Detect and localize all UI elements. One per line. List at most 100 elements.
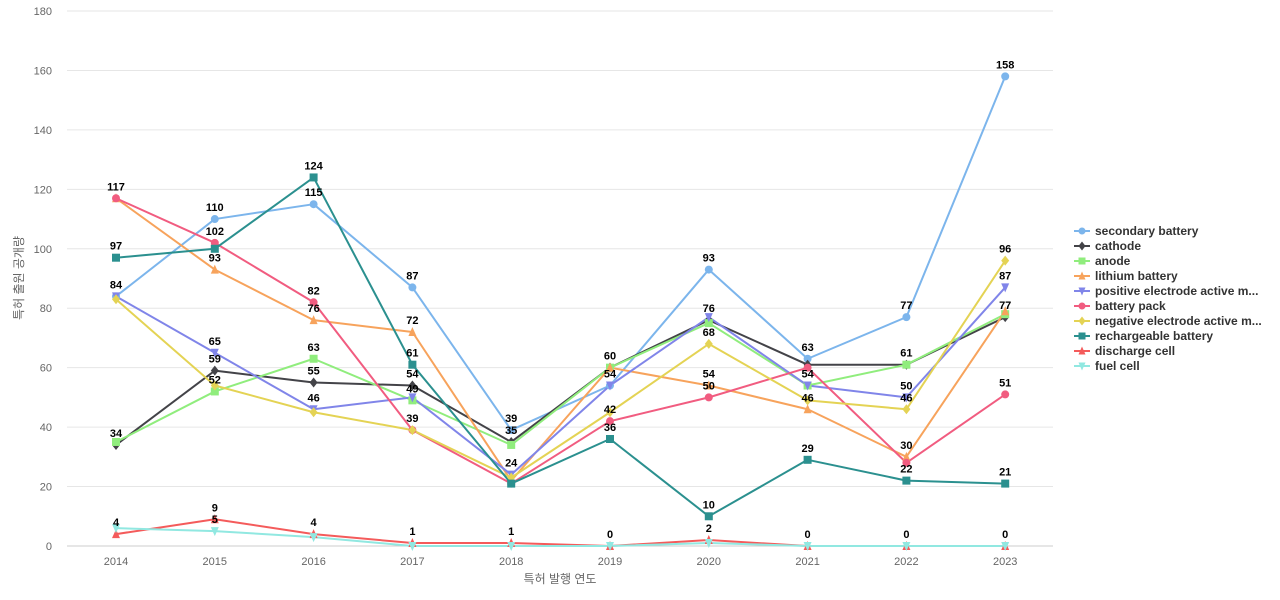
series-line <box>115 260 1007 479</box>
series-line <box>115 197 1007 482</box>
data-label: 63 <box>801 342 813 354</box>
data-point <box>1001 283 1010 293</box>
data-point <box>408 327 417 336</box>
series-markers <box>112 72 1010 551</box>
legend-marker <box>1078 227 1086 235</box>
legend-marker <box>1078 316 1086 326</box>
legend-item[interactable]: cathode <box>1074 239 1141 253</box>
legend-label: lithium battery <box>1095 269 1178 283</box>
data-point <box>803 381 812 391</box>
data-label: 29 <box>801 443 813 455</box>
y-tick-label: 40 <box>40 422 52 434</box>
data-point <box>210 380 219 391</box>
x-tick-label: 2018 <box>499 556 523 568</box>
data-point <box>704 265 713 274</box>
x-tick-label: 2019 <box>598 556 622 568</box>
data-point <box>704 539 713 549</box>
legend-item[interactable]: lithium battery <box>1074 269 1178 283</box>
legend-item[interactable]: anode <box>1074 254 1131 268</box>
data-point <box>902 404 911 415</box>
data-label: 1 <box>508 526 514 538</box>
data-point <box>309 533 318 543</box>
data-label: 30 <box>900 440 912 452</box>
data-point <box>112 253 120 262</box>
data-label: 84 <box>110 279 123 291</box>
data-point <box>507 426 516 435</box>
data-label: 21 <box>999 467 1011 479</box>
data-point <box>112 294 120 305</box>
data-point <box>408 360 417 369</box>
data-point <box>408 283 417 292</box>
legend-item[interactable]: fuel cell <box>1074 359 1140 373</box>
legend-marker <box>1078 287 1086 296</box>
data-label: 61 <box>900 348 912 360</box>
data-labels: 1179784344110102936559529512411582766355… <box>107 59 1014 541</box>
data-point <box>507 542 516 551</box>
y-tick-label: 180 <box>34 6 52 18</box>
data-label: 54 <box>801 369 814 381</box>
data-point <box>1001 390 1010 399</box>
legend-item[interactable]: rechargeable battery <box>1074 329 1213 343</box>
data-label: 46 <box>900 392 912 404</box>
data-point <box>803 455 812 464</box>
legend-item[interactable]: secondary battery <box>1074 224 1199 238</box>
legend-marker <box>1078 241 1086 251</box>
data-label: 49 <box>406 383 418 395</box>
legend-item[interactable]: battery pack <box>1074 299 1166 313</box>
data-point <box>803 354 812 363</box>
data-label: 2 <box>706 523 712 535</box>
data-point <box>112 194 120 203</box>
data-point <box>408 425 417 436</box>
data-label: 82 <box>307 285 319 297</box>
data-point <box>210 244 219 253</box>
legend-label: negative electrode active m... <box>1095 314 1262 328</box>
y-tick-label: 100 <box>34 244 52 256</box>
data-label: 93 <box>209 253 221 265</box>
data-label: 63 <box>307 342 319 354</box>
x-tick-label: 2016 <box>301 556 325 568</box>
legend-item[interactable]: negative electrode active m... <box>1074 314 1262 328</box>
data-label: 87 <box>406 270 418 282</box>
data-point <box>309 200 318 209</box>
x-tick-label: 2017 <box>400 556 424 568</box>
legend-label: anode <box>1095 254 1131 268</box>
data-point <box>309 315 318 325</box>
legend-label: discharge cell <box>1095 344 1175 358</box>
data-point <box>210 215 219 224</box>
data-label: 50 <box>703 380 715 392</box>
data-point <box>112 437 120 446</box>
series-line <box>115 176 1006 518</box>
data-point <box>902 451 911 461</box>
data-point <box>803 395 812 406</box>
data-label: 4 <box>311 517 318 529</box>
data-label: 55 <box>307 366 319 378</box>
data-point <box>606 435 614 443</box>
legend-marker <box>1078 302 1086 310</box>
data-label: 46 <box>307 392 319 404</box>
data-point <box>210 527 219 537</box>
data-point <box>408 542 417 551</box>
legend-marker <box>1078 346 1086 355</box>
legend-item[interactable]: discharge cell <box>1074 344 1175 358</box>
data-label: 46 <box>801 392 813 404</box>
legend-label: fuel cell <box>1095 359 1140 373</box>
data-label: 36 <box>604 422 616 434</box>
legend-item[interactable]: positive electrode active m... <box>1074 284 1258 298</box>
data-label: 97 <box>110 241 122 253</box>
legend-label: battery pack <box>1095 299 1166 313</box>
data-point <box>902 458 911 467</box>
data-label: 54 <box>703 369 716 381</box>
data-point <box>210 514 219 524</box>
data-point <box>606 362 614 372</box>
legend-label: rechargeable battery <box>1095 329 1213 343</box>
data-point <box>1001 306 1010 316</box>
data-point <box>210 264 219 274</box>
data-label: 22 <box>900 464 912 476</box>
data-point <box>803 542 812 551</box>
x-tick-label: 2021 <box>795 556 819 568</box>
data-point <box>606 542 614 551</box>
legend-marker <box>1078 332 1086 340</box>
legend-label: positive electrode active m... <box>1095 284 1258 298</box>
